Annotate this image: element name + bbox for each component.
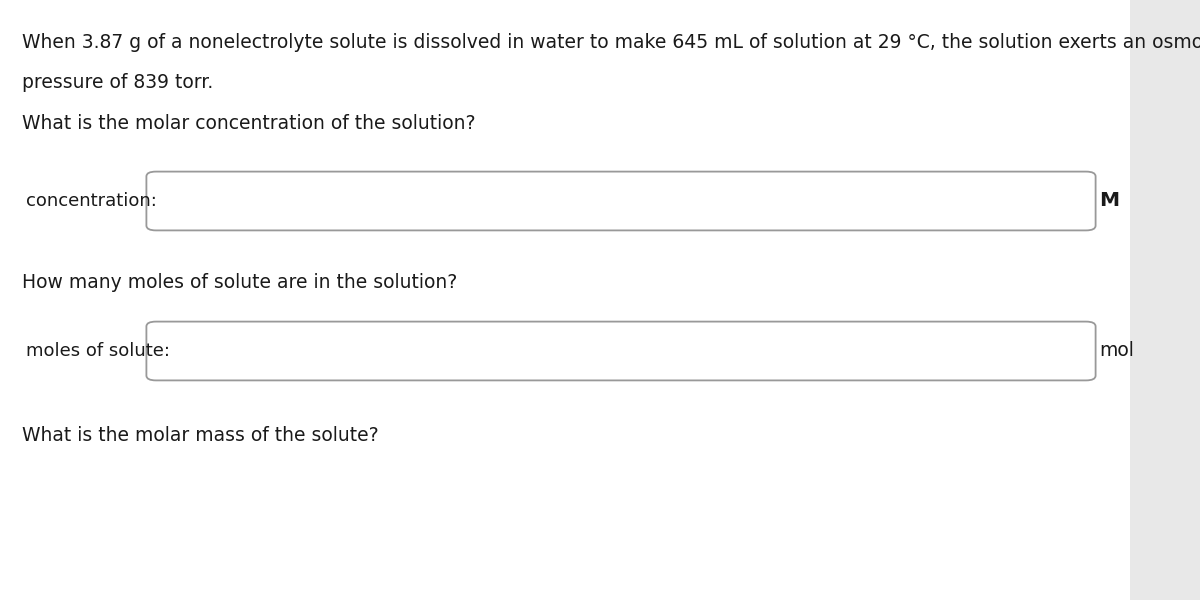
- Text: How many moles of solute are in the solution?: How many moles of solute are in the solu…: [22, 273, 457, 292]
- Text: pressure of 839 torr.: pressure of 839 torr.: [22, 73, 212, 92]
- Text: What is the molar concentration of the solution?: What is the molar concentration of the s…: [22, 114, 475, 133]
- Text: mol: mol: [1099, 341, 1134, 361]
- FancyBboxPatch shape: [0, 0, 1130, 600]
- FancyBboxPatch shape: [146, 172, 1096, 230]
- Text: What is the molar mass of the solute?: What is the molar mass of the solute?: [22, 426, 378, 445]
- FancyBboxPatch shape: [146, 322, 1096, 380]
- Text: M: M: [1099, 191, 1120, 211]
- Text: concentration:: concentration:: [26, 192, 157, 210]
- Text: When 3.87 g of a nonelectrolyte solute is dissolved in water to make 645 mL of s: When 3.87 g of a nonelectrolyte solute i…: [22, 33, 1200, 52]
- Text: moles of solute:: moles of solute:: [26, 342, 170, 360]
